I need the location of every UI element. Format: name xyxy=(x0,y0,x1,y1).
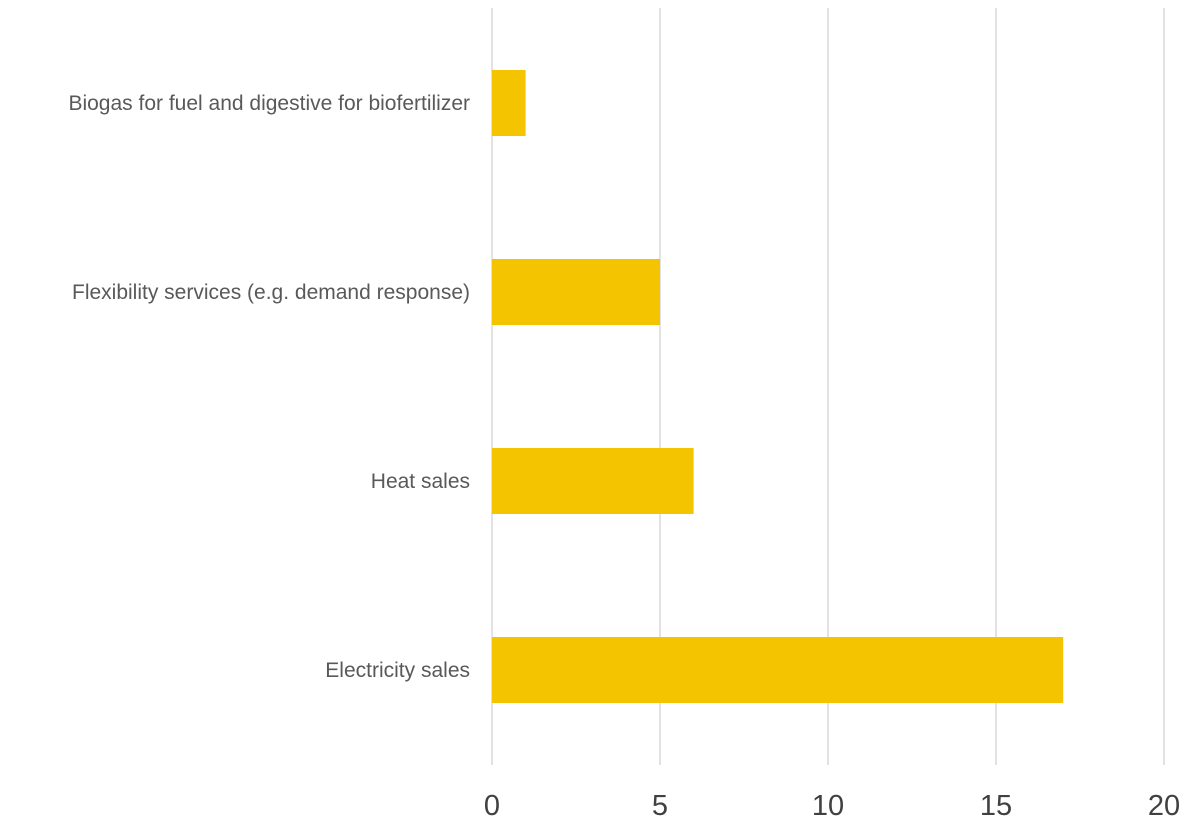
category-label: Biogas for fuel and digestive for biofer… xyxy=(68,92,470,115)
category-label: Flexibility services (e.g. demand respon… xyxy=(72,281,470,304)
x-axis-tick-labels: 0 5 10 15 20 xyxy=(484,790,1180,818)
category-label: Electricity sales xyxy=(325,659,470,682)
x-tick-label: 20 xyxy=(1148,790,1180,818)
bar-4 xyxy=(492,637,1064,703)
bars xyxy=(492,70,1064,703)
bar-1 xyxy=(492,70,526,136)
x-tick-label: 0 xyxy=(484,790,500,818)
x-tick-label: 10 xyxy=(812,790,844,818)
x-tick-label: 5 xyxy=(652,790,668,818)
bar-2 xyxy=(492,259,660,325)
x-tick-label: 15 xyxy=(980,790,1012,818)
category-labels: Biogas for fuel and digestive for biofer… xyxy=(68,92,470,682)
category-label: Heat sales xyxy=(371,470,470,493)
bar-3 xyxy=(492,448,694,514)
